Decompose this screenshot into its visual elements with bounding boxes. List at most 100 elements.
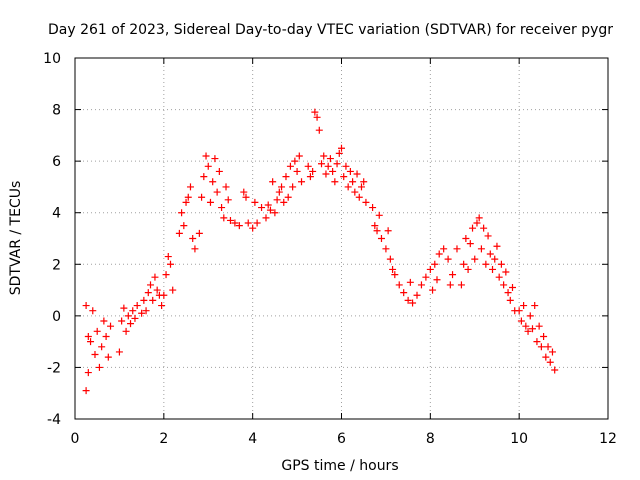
x-tick-label: 6: [337, 431, 346, 447]
data-point: [195, 229, 203, 237]
data-point: [142, 307, 150, 315]
data-point: [449, 271, 457, 279]
y-tick-label: 2: [52, 257, 61, 273]
data-point: [278, 183, 286, 191]
data-point: [395, 281, 403, 289]
data-point: [211, 155, 219, 163]
data-point: [198, 193, 206, 201]
data-point: [357, 183, 365, 191]
data-point: [82, 302, 90, 310]
data-point: [355, 193, 363, 201]
data-point: [271, 209, 279, 217]
x-axis-label: GPS time / hours: [281, 458, 398, 474]
data-point: [306, 173, 314, 181]
data-point: [147, 281, 155, 289]
data-point: [284, 193, 292, 201]
data-point: [269, 178, 277, 186]
data-point: [338, 144, 345, 152]
data-point: [400, 289, 408, 297]
data-point: [95, 363, 103, 371]
data-point: [480, 224, 488, 232]
data-point: [322, 170, 330, 178]
data-point: [226, 216, 234, 224]
data-point: [240, 188, 248, 196]
data-point: [118, 317, 126, 325]
data-point: [504, 289, 512, 297]
data-point: [93, 327, 101, 335]
x-tick-label: 4: [248, 431, 257, 447]
data-point: [351, 188, 359, 196]
x-tick-label: 0: [71, 431, 80, 447]
y-axis-label: SDTVAR / TECUs: [8, 181, 24, 296]
data-point: [138, 309, 146, 317]
data-point: [342, 162, 350, 170]
data-point: [435, 250, 443, 258]
data-point: [262, 214, 270, 222]
data-point: [264, 201, 272, 209]
data-point: [377, 235, 385, 242]
data-point: [313, 113, 321, 121]
data-point: [520, 302, 528, 310]
data-point: [324, 162, 332, 170]
grid: [75, 58, 608, 419]
data-point: [315, 126, 323, 134]
data-point: [166, 260, 174, 268]
data-point: [175, 229, 183, 237]
data-point: [151, 273, 159, 281]
data-point: [251, 198, 259, 206]
y-tick-label: 6: [52, 154, 61, 170]
data-point: [493, 242, 501, 250]
plot-frame: [74, 57, 609, 420]
data-point: [531, 302, 539, 310]
data-point: [129, 307, 137, 315]
data-point: [89, 307, 97, 315]
x-tick-label: 10: [510, 431, 528, 447]
data-point: [184, 193, 192, 201]
tick-labels: 0 2 4 6 8 10 12 -4 -2 0 2 4 6 8 10: [43, 51, 617, 447]
data-point: [329, 167, 337, 175]
data-point: [522, 322, 530, 330]
data-point: [144, 289, 152, 297]
data-point: [291, 157, 299, 165]
data-point: [528, 325, 536, 333]
data-point: [124, 312, 132, 320]
data-point: [298, 178, 306, 186]
data-point: [386, 255, 394, 263]
data-point: [526, 312, 534, 320]
data-point: [391, 271, 399, 279]
data-point: [273, 196, 281, 204]
data-point: [473, 219, 481, 227]
data-point: [548, 348, 556, 356]
y-tick-label: -2: [47, 360, 61, 376]
data-point: [244, 219, 252, 227]
y-tick-label: 10: [43, 51, 61, 67]
data-point: [222, 183, 230, 191]
data-point: [213, 188, 221, 196]
data-point: [495, 273, 503, 281]
data-point: [200, 173, 208, 181]
data-point: [249, 224, 257, 232]
data-point: [104, 353, 112, 361]
data-point: [346, 167, 354, 175]
data-point: [471, 255, 479, 263]
data-point: [406, 278, 414, 286]
data-point: [107, 322, 115, 330]
data-point: [382, 245, 390, 253]
data-point: [204, 162, 212, 170]
data-point: [353, 170, 361, 178]
data-point: [502, 268, 510, 276]
data-point: [349, 178, 357, 186]
data-point: [209, 178, 217, 186]
data-point: [293, 167, 301, 175]
data-point: [295, 152, 303, 160]
data-point: [506, 296, 514, 304]
data-point: [318, 160, 326, 168]
data-point: [131, 314, 139, 322]
x-tick-label: 12: [599, 431, 617, 447]
data-point: [533, 338, 541, 346]
data-point: [409, 299, 417, 307]
data-point: [524, 327, 532, 335]
data-point: [191, 245, 199, 253]
data-point: [82, 387, 90, 395]
